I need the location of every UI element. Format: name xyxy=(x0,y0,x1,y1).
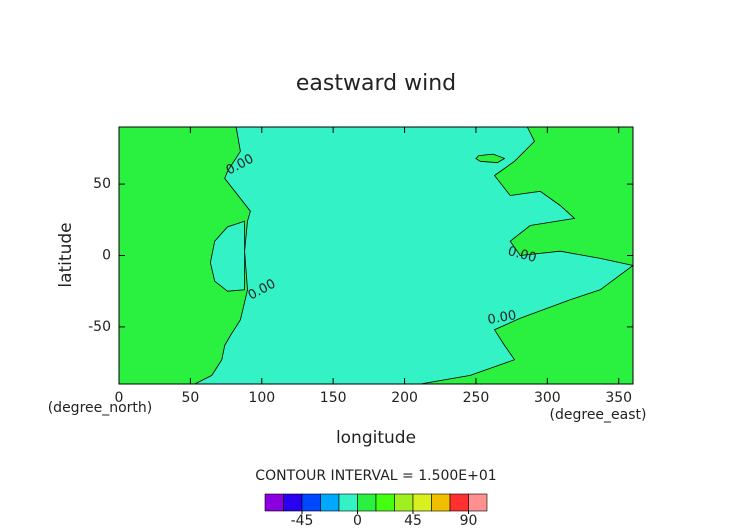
colorbar-box xyxy=(394,493,414,512)
y-tick-label: 50 xyxy=(93,176,111,192)
contour-label: 0.00 xyxy=(506,244,538,266)
colorbar-box xyxy=(449,493,469,512)
x-tick-label: 300 xyxy=(534,390,561,406)
colorbar-box xyxy=(338,493,358,512)
y-axis-label: latitude xyxy=(56,222,76,287)
colorbar-tick-label: 45 xyxy=(404,513,422,529)
contour-region xyxy=(475,153,506,164)
x-tick-label: 100 xyxy=(248,390,275,406)
colorbar-box xyxy=(320,493,340,512)
colorbar-tick-label: 0 xyxy=(353,513,362,529)
colorbar-box xyxy=(412,493,432,512)
colorbar-box xyxy=(357,493,377,512)
y-tick-label: 0 xyxy=(102,248,111,264)
y-unit: (degree_north) xyxy=(48,400,153,416)
chart-title: eastward wind xyxy=(296,71,456,96)
x-tick-label: 150 xyxy=(320,390,347,406)
colorbar-box xyxy=(283,493,303,512)
colorbar-box xyxy=(301,493,321,512)
x-axis-label: longitude xyxy=(336,428,416,448)
colorbar-tick-label: 90 xyxy=(460,513,478,529)
colorbar-box xyxy=(264,493,284,512)
x-unit: (degree_east) xyxy=(550,407,647,423)
colorbar-box xyxy=(431,493,451,512)
colorbar-box xyxy=(375,493,395,512)
x-tick-label: 350 xyxy=(605,390,632,406)
x-tick-label: 0 xyxy=(115,390,124,406)
colorbar-tick-label: -45 xyxy=(291,513,314,529)
contour-interval: CONTOUR INTERVAL = 1.500E+01 xyxy=(255,468,496,484)
colorbar-box xyxy=(468,493,488,512)
x-tick-label: 50 xyxy=(181,390,199,406)
x-tick-label: 250 xyxy=(463,390,490,406)
contour-label: 0.00 xyxy=(486,308,517,328)
contour-region xyxy=(209,220,245,292)
y-tick-label: -50 xyxy=(88,319,111,335)
x-tick-label: 200 xyxy=(391,390,418,406)
